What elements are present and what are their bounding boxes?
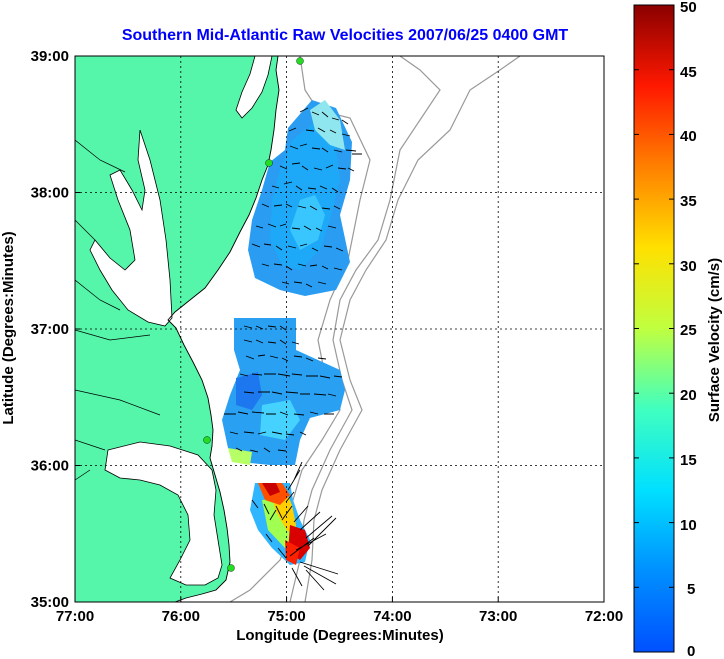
delaware-shoreline	[235, 56, 273, 119]
colorbar-tick-label: 25	[680, 322, 697, 339]
station-marker	[203, 436, 211, 444]
river-lines	[75, 139, 161, 481]
lon-tick-label: 73:00	[479, 608, 517, 625]
colorbar-tick-label: 40	[680, 128, 697, 145]
sound-shoreline	[104, 441, 223, 586]
lat-tick-label: 36:00	[31, 458, 69, 475]
velocity-patch-central	[222, 318, 345, 465]
pamlico-sound	[105, 442, 222, 585]
colorbar-tick-label: 15	[680, 452, 697, 469]
colorbar-tick-label: 10	[680, 517, 697, 534]
chesapeake-bay	[90, 130, 172, 326]
lat-tick-label: 37:00	[31, 321, 69, 338]
station-marker	[227, 564, 235, 572]
bathymetry-contour-3	[304, 56, 521, 602]
lon-tick-label: 77:00	[56, 608, 94, 625]
colorbar-tick-label: 20	[680, 387, 697, 404]
colorbar-tick-label: 5	[687, 581, 695, 598]
station-marker	[296, 57, 304, 65]
velocity-patch-north	[248, 100, 352, 296]
colorbar-tick-label: 50	[680, 0, 697, 16]
bathymetry-contour-2	[289, 56, 441, 602]
station-marker	[265, 159, 273, 167]
colorbar-label: Surface Velocity (cm/s)	[706, 258, 723, 422]
lon-tick-label: 72:00	[585, 608, 623, 625]
radar-stations	[203, 57, 304, 572]
colorbar-tick-label: 35	[680, 193, 697, 210]
lon-tick-label: 76:00	[162, 608, 200, 625]
colorbar-tick-label: 45	[680, 64, 697, 81]
tick-marks	[74, 55, 605, 603]
x-axis-label: Longitude (Degrees:Minutes)	[236, 627, 444, 644]
lat-tick-label: 35:00	[31, 594, 69, 611]
colorbar-ticks	[634, 4, 674, 653]
lon-tick-label: 75:00	[267, 608, 305, 625]
colorbar-tick-label: 30	[680, 258, 697, 275]
lon-tick-label: 74:00	[373, 608, 411, 625]
colorbar-gradient	[633, 4, 675, 653]
velocity-vectors	[224, 107, 362, 591]
delaware-bay	[236, 56, 272, 118]
colorbar-tick-label: 0	[687, 643, 695, 659]
colorbar: 50 45 40 35 30 25 20 15 10 5 0 Surface V…	[633, 0, 723, 659]
lat-tick-label: 38:00	[31, 185, 69, 202]
y-axis-label: Latitude (Degrees:Minutes)	[0, 231, 17, 424]
map-title: Southern Mid-Atlantic Raw Velocities 200…	[122, 27, 569, 44]
grid-lines	[75, 56, 604, 602]
lat-tick-label: 39:00	[31, 48, 69, 65]
